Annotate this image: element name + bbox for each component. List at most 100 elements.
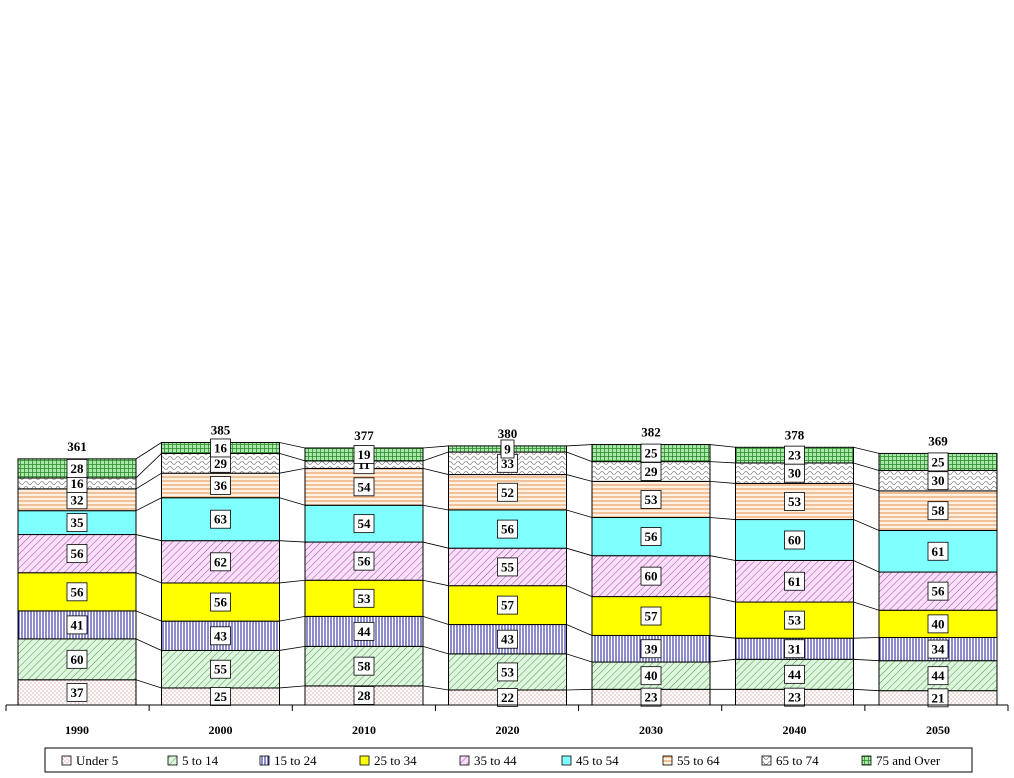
data-label-2000-45-to-54: 63	[214, 512, 228, 527]
legend-label-15-to-24: 15 to 24	[274, 753, 317, 768]
data-label-2050-under-5: 21	[932, 690, 945, 705]
connector-line	[135, 442, 162, 460]
data-label-2050-65-to-74: 30	[932, 473, 945, 488]
data-label-2020-75-and-over: 9	[504, 441, 511, 456]
data-label-box-2050-25-to-34	[927, 614, 949, 634]
data-label-box-2030-25-to-34	[640, 606, 662, 626]
data-label-2030-35-to-44: 60	[645, 569, 658, 584]
data-label-2020-under-5: 22	[501, 690, 514, 705]
data-label-box-2000-35-to-44	[210, 552, 231, 572]
connector-line	[279, 453, 306, 462]
connector-line	[566, 547, 593, 557]
data-label-box-2050-55-to-64	[927, 501, 949, 521]
data-label-box-2010-25-to-34	[353, 588, 375, 608]
connector-line	[566, 653, 593, 663]
legend-label-55-to-64: 55 to 64	[677, 753, 720, 768]
legend-label-75-and-over: 75 and Over	[876, 753, 941, 768]
data-label-box-2050-15-to-24	[927, 639, 949, 659]
connector-line	[853, 637, 880, 639]
legend-label-35-to-44: 35 to 44	[474, 753, 517, 768]
connector-line	[709, 444, 736, 448]
connector-line	[135, 610, 162, 622]
connector-line	[709, 517, 736, 520]
connector-line	[853, 446, 880, 454]
total-label-2000: 385	[211, 423, 231, 438]
total-label-1990: 361	[67, 439, 87, 454]
x-tick-label-2010: 2010	[352, 723, 376, 737]
data-label-box-2020-35-to-44	[497, 557, 518, 577]
x-tick-label-1990: 1990	[65, 723, 89, 737]
data-label-box-2030-5-to-14	[640, 666, 662, 686]
data-label-box-2040-55-to-64	[784, 492, 805, 511]
data-label-box-2040-25-to-34	[784, 610, 805, 630]
connector-line	[422, 579, 449, 587]
data-label-2020-25-to-34: 57	[501, 598, 515, 613]
data-label-2020-45-to-54: 56	[501, 522, 515, 537]
data-label-2000-under-5: 25	[214, 689, 228, 704]
data-label-box-2030-under-5	[640, 687, 662, 707]
data-label-2050-5-to-14: 44	[932, 668, 946, 683]
connector-line	[566, 688, 593, 691]
connector-line	[709, 658, 736, 663]
connector-line	[853, 519, 880, 531]
data-label-2030-25-to-34: 57	[645, 609, 659, 624]
connector-line	[135, 638, 162, 651]
x-tick-label-2000: 2000	[209, 723, 233, 737]
data-label-box-2030-55-to-64	[640, 490, 662, 509]
data-label-2000-65-to-74: 29	[214, 456, 228, 471]
data-label-2030-15-to-24: 39	[645, 641, 659, 656]
data-label-box-2030-75-and-over	[640, 443, 662, 463]
data-label-box-2040-15-to-24	[784, 639, 805, 659]
data-label-2050-25-to-34: 40	[932, 616, 945, 631]
data-label-2050-55-to-64: 58	[932, 503, 946, 518]
connector-line	[422, 445, 449, 449]
connector-line	[422, 541, 449, 549]
data-label-box-2020-55-to-64	[497, 482, 518, 502]
data-label-box-2050-45-to-54	[927, 541, 949, 561]
data-label-2010-25-to-34: 53	[358, 591, 372, 606]
legend-label-65-to-74: 65 to 74	[776, 753, 819, 768]
data-label-box-2000-5-to-14	[210, 659, 231, 679]
data-label-1990-45-to-54: 35	[71, 515, 85, 530]
data-label-box-2010-under-5	[353, 686, 375, 705]
data-label-box-2040-35-to-44	[784, 571, 805, 591]
connector-line	[566, 509, 593, 518]
total-label-2040: 378	[785, 427, 805, 442]
data-label-2050-15-to-24: 34	[932, 642, 946, 657]
connector-line	[135, 534, 162, 542]
data-label-box-1990-45-to-54	[66, 513, 88, 533]
data-label-1990-25-to-34: 56	[71, 584, 85, 599]
data-label-box-2050-5-to-14	[927, 666, 949, 686]
data-label-box-1990-75-and-over	[66, 459, 88, 478]
data-label-box-2020-45-to-54	[497, 519, 518, 539]
x-tick-label-2040: 2040	[783, 723, 807, 737]
data-label-2040-15-to-24: 31	[788, 641, 801, 656]
data-label-box-2030-65-to-74	[640, 462, 662, 481]
data-label-box-2030-45-to-54	[640, 527, 662, 546]
data-label-box-2040-75-and-over	[784, 445, 805, 465]
connector-line	[279, 540, 306, 543]
data-label-1990-65-to-74: 16	[71, 476, 85, 491]
data-label-2040-75-and-over: 23	[788, 448, 802, 463]
data-label-2000-35-to-44: 62	[214, 554, 227, 569]
data-label-box-2040-45-to-54	[784, 530, 805, 550]
data-label-2010-35-to-44: 56	[358, 554, 372, 569]
data-label-2040-under-5: 23	[788, 690, 802, 705]
legend-swatch-5-to-14	[167, 755, 178, 766]
connector-line	[853, 483, 880, 492]
legend-swatch-55-to-64	[662, 755, 673, 766]
data-label-box-2020-15-to-24	[497, 629, 518, 649]
data-label-1990-under-5: 37	[71, 685, 85, 700]
data-label-2000-55-to-64: 36	[214, 478, 228, 493]
connector-line	[135, 679, 162, 689]
data-label-1990-75-and-over: 28	[71, 461, 85, 476]
data-label-box-2020-under-5	[497, 688, 518, 707]
data-label-1990-35-to-44: 56	[71, 546, 85, 561]
data-label-box-1990-15-to-24	[66, 615, 88, 635]
x-axis: 1990 2000 2010 2020 2030 2040 2050	[5, 704, 1009, 737]
connector-line	[709, 461, 736, 464]
data-label-2040-45-to-54: 60	[788, 533, 801, 548]
total-label-2020: 380	[498, 426, 518, 441]
connector-line	[709, 480, 736, 484]
connector-line	[422, 615, 449, 625]
